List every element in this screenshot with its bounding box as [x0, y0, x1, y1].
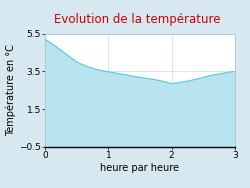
- Y-axis label: Température en °C: Température en °C: [6, 44, 16, 136]
- X-axis label: heure par heure: heure par heure: [100, 163, 180, 173]
- Text: Evolution de la température: Evolution de la température: [54, 13, 221, 26]
